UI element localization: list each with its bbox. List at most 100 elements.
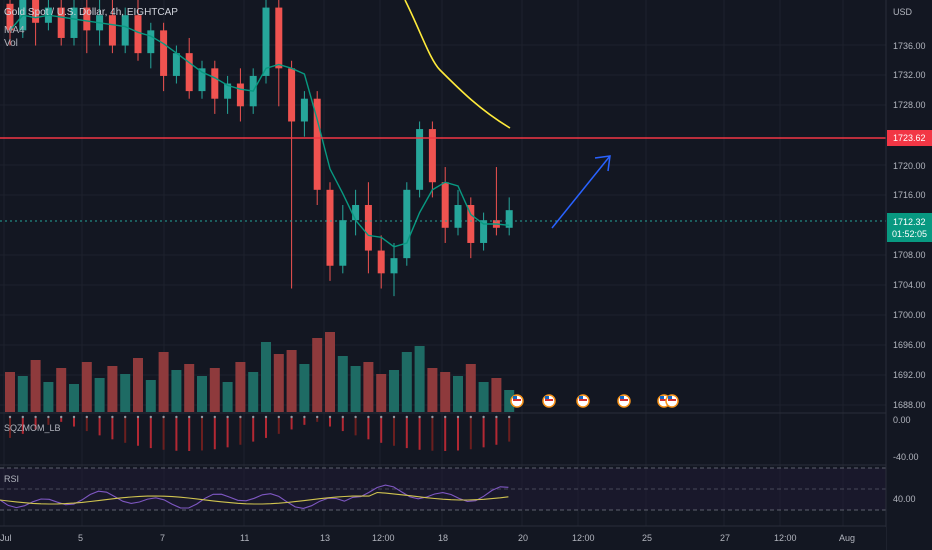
squeeze-dot <box>328 415 332 419</box>
event-flag-icon[interactable] <box>542 394 556 408</box>
volume-bar <box>5 372 15 412</box>
squeeze-dot <box>239 415 242 419</box>
candle-body <box>403 189 411 259</box>
candle-body <box>467 205 475 243</box>
ma4-line <box>9 14 510 248</box>
event-flag-stripe <box>668 399 676 401</box>
volume-bar <box>94 378 105 412</box>
momentum-bar <box>431 418 434 451</box>
momentum-bar <box>469 418 472 450</box>
price-tick-label: 1728.00 <box>893 100 926 110</box>
event-flag-stripe <box>579 399 587 401</box>
volume-bar <box>350 366 361 412</box>
squeeze-dot <box>303 415 306 419</box>
volume-bar <box>376 374 387 412</box>
price-axis[interactable] <box>886 0 932 550</box>
volume-indicator-label[interactable]: Vol <box>4 38 18 49</box>
momentum-bar <box>137 418 139 446</box>
squeeze-dot <box>354 415 357 419</box>
event-flag-icon[interactable] <box>510 394 524 408</box>
volume-bar <box>337 356 348 412</box>
candle-body <box>224 83 232 99</box>
volume-bar <box>171 370 182 412</box>
event-flag-stripe <box>620 399 628 401</box>
time-tick-labels: Jul 5 7 11 13 12:00 18 20 12:00 25 27 12… <box>0 533 855 543</box>
candle-body <box>377 250 385 274</box>
momentum-bar <box>508 418 511 442</box>
ma-indicator-label[interactable]: MA4 <box>4 25 25 36</box>
volume-bar <box>30 360 41 412</box>
volume-bar <box>453 376 463 412</box>
volume-bar <box>120 374 131 412</box>
time-tick-label: 20 <box>518 533 528 543</box>
squeeze-dot <box>8 415 12 419</box>
volume-bar <box>222 382 233 412</box>
price-tick-label: 1688.00 <box>893 400 926 410</box>
momentum-bar <box>162 418 165 450</box>
momentum-bar <box>444 418 447 451</box>
squeeze-dot <box>380 415 383 419</box>
rsi-title: RSI <box>4 474 19 484</box>
squeeze-dot <box>175 415 178 419</box>
event-flag-icon[interactable] <box>617 394 631 408</box>
price-tick-label: 1720.00 <box>893 161 926 171</box>
squeeze-dot <box>149 415 152 419</box>
price-tick-label: 1696.00 <box>893 340 926 350</box>
squeeze-dot <box>405 415 408 419</box>
squeeze-dot <box>98 415 101 419</box>
squeeze-dot <box>188 415 191 419</box>
volume-bar <box>145 380 156 412</box>
momentum-tick-neg: -40.00 <box>893 452 919 462</box>
candle-body <box>300 98 308 122</box>
candle-body <box>441 182 449 228</box>
current-price-tag[interactable] <box>887 213 932 242</box>
candle-body <box>121 15 129 46</box>
candle-body <box>185 53 193 92</box>
time-tick-label: 13 <box>320 533 330 543</box>
volume-bar <box>325 332 335 412</box>
momentum-bar <box>405 418 408 449</box>
candle-body <box>57 7 65 38</box>
momentum-bar <box>60 418 63 422</box>
volume-bar <box>427 368 438 412</box>
event-flag-canton <box>668 396 672 399</box>
trend-arrow-drawing[interactable] <box>551 155 611 229</box>
resistance-price-label: 1723.62 <box>893 133 926 143</box>
momentum-bar <box>85 418 88 432</box>
time-tick-label: 11 <box>240 533 249 543</box>
volume-bars <box>5 332 515 412</box>
volume-bar <box>69 384 79 412</box>
squeeze-dot <box>277 415 280 419</box>
volume-bar <box>299 364 310 412</box>
candle-body <box>364 205 372 251</box>
volume-bar <box>56 368 67 412</box>
volume-bar <box>440 372 451 412</box>
volume-bar <box>209 368 220 412</box>
momentum-bar <box>380 418 383 443</box>
momentum-bar <box>73 418 75 427</box>
time-axis[interactable] <box>0 527 886 550</box>
momentum-bar <box>175 418 178 451</box>
volume-bar <box>197 376 207 412</box>
squeeze-dot <box>341 415 344 419</box>
momentum-bar <box>290 418 293 430</box>
price-tick-label: 1700.00 <box>893 310 926 320</box>
volume-bar <box>363 362 374 412</box>
momentum-bar <box>201 418 203 451</box>
event-flag-canton <box>579 396 583 399</box>
economic-event-markers[interactable] <box>510 394 679 408</box>
event-flag-icon[interactable] <box>665 394 679 408</box>
volume-bar <box>389 370 399 412</box>
resistance-price-tag[interactable] <box>887 130 932 146</box>
event-flag-icon[interactable] <box>576 394 590 408</box>
volume-bar <box>248 372 259 412</box>
momentum-bar <box>252 418 255 442</box>
momentum-bar <box>303 418 306 425</box>
momentum-bar <box>213 418 216 450</box>
symbol-title[interactable]: Gold Spot / U.S. Dollar, 4h, EIGHTCAP <box>4 7 178 18</box>
volume-bar <box>465 364 476 412</box>
current-price-label: 1712.32 <box>893 217 926 227</box>
rsi-ma-line <box>0 491 509 505</box>
momentum-bar <box>277 418 280 434</box>
